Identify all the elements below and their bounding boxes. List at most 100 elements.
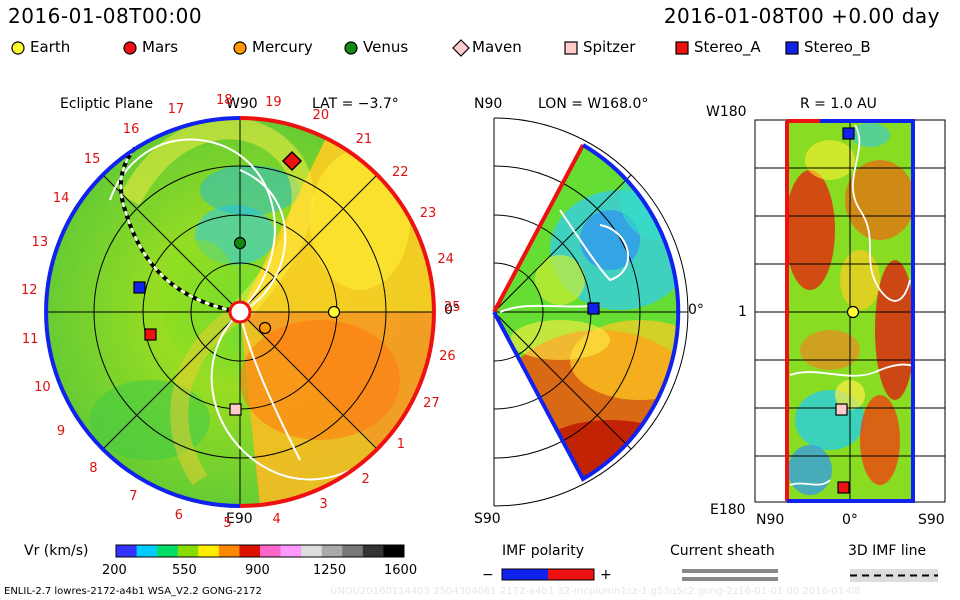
footer-left: ENLIL-2.7 lowres-2172-a4b1 WSA_V2.2 GONG… (4, 586, 262, 597)
legend-label: Spitzer (583, 38, 636, 56)
colorbar-swatch (136, 545, 158, 557)
stereo-b-marker (133, 281, 146, 294)
spitzer-marker-radial (835, 403, 848, 416)
radial-bottom-right: S90 (918, 512, 945, 528)
legend-label: Stereo_A (694, 38, 761, 56)
colorbar-swatch (301, 545, 323, 557)
time-left: 2016-01-08T00:00 (8, 4, 203, 28)
rotation-label: 4 (272, 512, 281, 528)
stereo-a-marker-radial (837, 481, 850, 494)
earth-marker-icon (11, 41, 25, 55)
ecliptic-title: Ecliptic Plane (60, 96, 154, 112)
colorbar-swatch (280, 545, 302, 557)
venus-marker (233, 236, 247, 250)
colorbar-swatch (383, 545, 405, 557)
ecliptic-current-sheath (118, 146, 241, 314)
spitzer-marker-icon (564, 41, 578, 55)
earth-marker (327, 305, 341, 319)
ecliptic-imf-lines (109, 138, 351, 481)
colorbar-swatch (239, 545, 261, 557)
colorbar-tick: 900 (245, 563, 270, 578)
time-right: 2016-01-08T00 +0.00 day (663, 4, 940, 28)
meridional-polarity-edge-negative (492, 143, 681, 482)
rotation-label: 11 (21, 332, 39, 348)
colorbar-swatch (218, 545, 240, 557)
legend-label: Venus (363, 38, 409, 56)
rotation-label: 1 (396, 437, 406, 453)
rotation-label: 12 (21, 283, 38, 299)
imf-polarity-title: IMF polarity (502, 543, 585, 559)
imf-polarity-plus: + (600, 567, 612, 583)
rotation-label: 17 (167, 101, 185, 117)
colorbar-swatch (198, 545, 220, 557)
rotation-label: 5 (223, 515, 232, 531)
rotation-label: 6 (174, 508, 184, 524)
legend-label: Stereo_B (804, 38, 871, 56)
ecliptic-right-label: 0° (444, 302, 460, 318)
rotation-label: 19 (265, 94, 282, 110)
meridional-top-label: N90 (474, 96, 503, 112)
radial-left-top: W180 (706, 104, 747, 120)
earth-marker-radial (846, 305, 860, 319)
legend-label: Earth (30, 38, 71, 56)
rotation-label: 23 (419, 205, 437, 221)
meridional-right-label: 0° (688, 302, 704, 318)
radial-title: R = 1.0 AU (800, 96, 877, 112)
stereo-a-marker-icon (675, 41, 689, 55)
colorbar-swatch (260, 545, 282, 557)
rotation-label: 7 (129, 489, 138, 505)
colorbar-label: Vr (km/s) (24, 543, 89, 559)
radial-left-mid: 1 (738, 304, 747, 320)
maven-marker-icon (452, 39, 470, 57)
radial-bottom-mid: 0° (842, 512, 858, 528)
footer-right: UNOU20160114403 2504304061 2172-a4b1 32-… (330, 586, 861, 597)
ecliptic-polarity-ring-negative (44, 116, 241, 508)
spitzer-marker (229, 403, 242, 416)
ecliptic-lat-label: LAT = −3.7° (312, 96, 399, 112)
meridional-lon-label: LON = W168.0° (538, 96, 649, 112)
stereo-b-marker-radial (842, 127, 855, 140)
radial-left-bottom: E180 (710, 502, 746, 518)
rotation-label: 2 (361, 471, 370, 487)
rotation-label: 27 (423, 395, 440, 411)
radial-imf-lines (789, 124, 914, 486)
rotation-label: 20 (312, 107, 330, 123)
stereo-a-marker (144, 328, 157, 341)
radial-bottom-left: N90 (756, 512, 785, 528)
rotation-label: 14 (52, 190, 70, 206)
colorbar-swatches (116, 545, 405, 557)
rotation-label: 3 (319, 497, 328, 513)
rotation-label: 8 (89, 460, 98, 476)
colorbar-swatch (362, 545, 384, 557)
rotation-label: 10 (34, 379, 51, 395)
meridional-polarity-edge-positive (492, 144, 585, 313)
colorbar-swatch (157, 545, 179, 557)
ecliptic-bottom-label: E90 (226, 511, 253, 527)
mercury-marker (258, 321, 272, 335)
colorbar-tick: 550 (172, 563, 197, 578)
rotation-label: 13 (31, 234, 49, 250)
legend-label: Mercury (252, 38, 313, 56)
rotation-label: 9 (56, 423, 66, 439)
radial-polarity-edge-negative (787, 119, 915, 503)
rotation-label: 25 (443, 300, 461, 316)
venus-marker-icon (344, 41, 358, 55)
rotation-label: 16 (122, 122, 140, 138)
legend-label: Mars (142, 38, 179, 56)
maven-mars-marker (281, 150, 303, 172)
rotation-label: 26 (439, 349, 456, 365)
colorbar-swatch (321, 545, 343, 557)
meridional-bottom-label: S90 (474, 511, 501, 527)
rotation-label: 22 (391, 164, 409, 180)
mars-marker-icon (123, 41, 137, 55)
colorbar-tick: 1250 (313, 563, 347, 578)
rotation-label: 24 (437, 251, 454, 267)
ecliptic-top-label: W90 (226, 96, 258, 112)
ecliptic-polarity-ring-positive (239, 116, 436, 508)
